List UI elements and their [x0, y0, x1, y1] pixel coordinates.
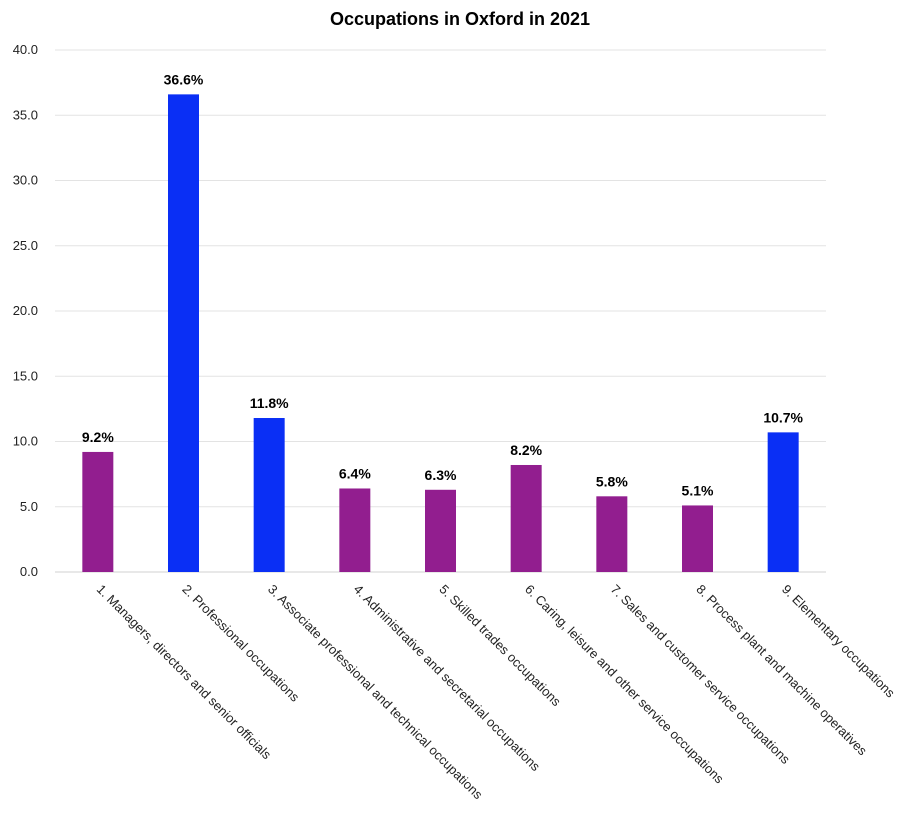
data-label: 9.2%	[82, 429, 114, 445]
y-tick-label: 30.0	[13, 173, 38, 188]
data-label: 5.8%	[596, 473, 628, 489]
x-category-label: 8. Process plant and machine operatives	[693, 582, 870, 759]
y-tick-label: 20.0	[13, 303, 38, 318]
bar	[767, 432, 799, 572]
bar	[82, 451, 114, 572]
x-category-label: 4. Administrative and secretarial occupa…	[351, 582, 544, 775]
bar	[339, 488, 371, 572]
y-axis-ticks: 0.0 5.0 10.0 15.0 20.0 25.0 30.0 35.0 40.0	[13, 42, 38, 579]
data-label: 8.2%	[510, 442, 542, 458]
y-tick-label: 10.0	[13, 434, 38, 449]
y-tick-label: 15.0	[13, 368, 38, 383]
data-label: 5.1%	[682, 482, 714, 498]
bar	[168, 94, 199, 573]
bar	[682, 505, 713, 572]
y-tick-label: 25.0	[13, 238, 38, 253]
y-tick-label: 5.0	[20, 499, 38, 514]
bar	[253, 418, 285, 572]
x-category-label: 1. Managers, directors and senior offici…	[94, 582, 275, 763]
chart-title: Occupations in Oxford in 2021	[330, 9, 590, 29]
y-tick-label: 35.0	[13, 107, 38, 122]
x-axis-categories: 1. Managers, directors and senior offici…	[94, 582, 899, 803]
data-label: 11.8%	[250, 395, 289, 411]
y-tick-label: 40.0	[13, 42, 38, 57]
data-label: 36.6%	[164, 71, 204, 87]
x-category-label: 6. Caring, leisure and other service occ…	[522, 582, 727, 787]
data-label: 6.4%	[339, 465, 371, 481]
bar	[425, 489, 456, 572]
data-labels: 9.2% 36.6% 11.8% 6.4% 6.3% 8.2% 5.8% 5.1% 10.7%	[82, 71, 804, 498]
data-label: 6.3%	[425, 467, 457, 483]
data-label: 10.7%	[763, 409, 803, 425]
bar	[596, 496, 628, 572]
bar	[510, 464, 542, 572]
bars	[82, 94, 799, 573]
x-category-label: 7. Sales and customer service occupation…	[608, 582, 794, 768]
y-tick-label: 0.0	[20, 564, 38, 579]
